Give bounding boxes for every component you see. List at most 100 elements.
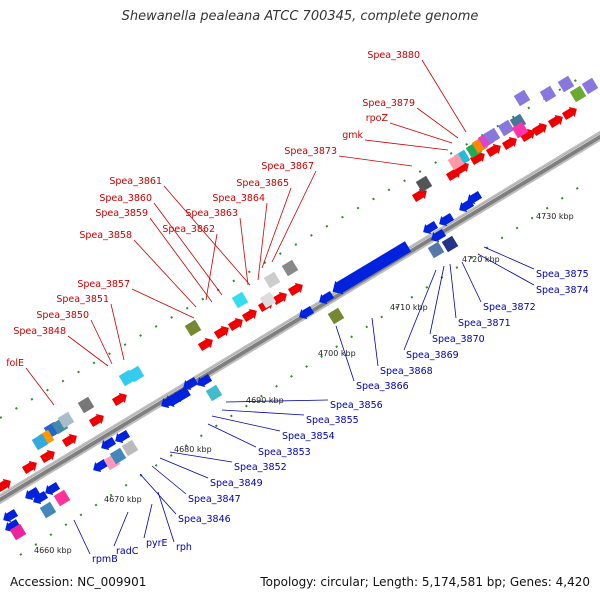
forward-gene-12 (271, 291, 287, 306)
forward-gene-6 (531, 122, 547, 137)
forward-gene-5 (519, 128, 535, 143)
forward-gene-label: Spea_3859 (95, 208, 148, 219)
reverse-label-leader (157, 491, 175, 543)
feature-block-1 (513, 89, 531, 107)
accession-text: Accession: NC_009901 (10, 575, 147, 589)
forward-label-leader (421, 59, 467, 133)
reverse-label-leader (225, 399, 329, 403)
forward-gene-label: Spea_3857 (77, 279, 130, 290)
feature-block-20 (327, 307, 345, 325)
reverse-label-leader (211, 415, 281, 432)
forward-gene-label: Spea_3861 (109, 176, 162, 187)
forward-label-leader (364, 139, 449, 151)
forward-label-leader (205, 233, 218, 301)
reverse-gene-label: Spea_3852 (234, 462, 287, 473)
reverse-gene-4 (467, 190, 483, 205)
reverse-gene-label: Spea_3872 (483, 302, 536, 313)
reverse-gene-label: pyrE (146, 538, 168, 549)
reverse-gene-5 (431, 228, 447, 243)
gene-features (0, 75, 599, 541)
forward-gene-label: Spea_3864 (212, 193, 265, 204)
forward-gene-label: Spea_3850 (36, 310, 89, 321)
forward-gene-21 (39, 449, 55, 464)
forward-label-leader (271, 170, 317, 263)
reverse-gene-label: Spea_3847 (188, 494, 241, 505)
kbp-tick-label: 4700 kbp (318, 349, 356, 358)
reverse-gene-15 (45, 481, 61, 496)
feature-block-3 (557, 75, 575, 93)
kbp-tick-label: 4710 kbp (390, 303, 428, 312)
feature-block-34 (9, 523, 27, 541)
forward-gene-label: gmk (342, 130, 363, 141)
reverse-gene-label: Spea_3855 (306, 415, 359, 426)
forward-gene-3 (485, 143, 501, 158)
forward-label-leader (416, 107, 459, 139)
feature-block-12 (511, 121, 529, 139)
forward-gene-20 (61, 433, 77, 448)
forward-label-leader (149, 217, 213, 303)
reverse-gene-label: rpmB (92, 554, 118, 565)
forward-gene-label: Spea_3862 (162, 224, 215, 235)
reverse-gene-6 (319, 290, 335, 305)
reverse-gene-label: Spea_3874 (536, 285, 589, 296)
forward-label-leader (25, 367, 55, 406)
kbp-tick-label: 4720 kbp (462, 255, 500, 264)
forward-gene-label: Spea_3873 (284, 146, 337, 157)
reverse-gene-9 (183, 376, 199, 391)
feature-block-38 (441, 235, 459, 253)
forward-gene-label: Spea_3848 (13, 326, 66, 337)
forward-gene-16 (213, 325, 229, 340)
feature-block-17 (281, 259, 299, 277)
reverse-gene-12 (115, 429, 131, 444)
kbp-tick-label: 4690 kbp (246, 396, 284, 405)
forward-gene-7 (547, 114, 563, 129)
forward-gene-22 (21, 460, 37, 475)
reverse-gene-16 (33, 490, 49, 505)
reverse-gene-label: Spea_3854 (282, 431, 335, 442)
kbp-ticks: 4660 kbp 4670 kbp 4680 kbp 4690 kbp 4700 kbp… (34, 212, 574, 555)
reverse-label-leader (371, 317, 379, 367)
kbp-tick-label: 4660 kbp (34, 546, 72, 555)
reverse-gene-label: Spea_3846 (178, 514, 231, 525)
forward-label-leader (110, 303, 125, 361)
forward-gene-label: Spea_3879 (362, 98, 415, 109)
forward-gene-10 (411, 188, 427, 203)
reverse-gene-17 (25, 486, 41, 501)
reverse-gene-label: Spea_3856 (330, 400, 383, 411)
forward-label-leader (239, 217, 249, 286)
feature-block-32 (53, 489, 71, 507)
forward-gene-label: folE (6, 358, 24, 369)
feature-block-18 (263, 271, 281, 289)
forward-gene-17 (197, 337, 213, 352)
feature-block-4 (569, 85, 587, 103)
reverse-gene-label: radC (116, 546, 139, 557)
kbp-tick-label: 4730 kbp (536, 212, 574, 221)
label-leaders (25, 59, 535, 555)
forward-label-leader (389, 122, 453, 144)
reverse-label-leader (461, 261, 482, 303)
reverse-gene-2 (439, 212, 455, 227)
forward-gene-label: Spea_3851 (56, 294, 109, 305)
feature-block-28 (57, 411, 75, 429)
forward-label-leader (131, 288, 195, 319)
reverse-label-leader (169, 451, 233, 463)
forward-gene-label: Spea_3860 (99, 193, 152, 204)
reverse-label-leader (207, 423, 257, 448)
reverse-gene-label: Spea_3875 (536, 269, 589, 280)
feature-block-27 (31, 433, 49, 451)
feature-block-10 (497, 119, 515, 137)
feature-block-31 (109, 447, 127, 465)
reverse-gene-7 (299, 305, 315, 320)
forward-gene-label: Spea_3863 (185, 208, 238, 219)
reverse-gene-label: Spea_3871 (458, 318, 511, 329)
feature-block-2 (539, 85, 557, 103)
feature-block-23 (205, 384, 223, 402)
forward-label-leader (261, 187, 292, 269)
feature-block-16 (259, 291, 277, 309)
reverse-gene-18 (3, 508, 19, 523)
forward-label-leader (67, 335, 109, 367)
feature-block-14 (447, 153, 465, 171)
reverse-label-leader (429, 265, 445, 335)
